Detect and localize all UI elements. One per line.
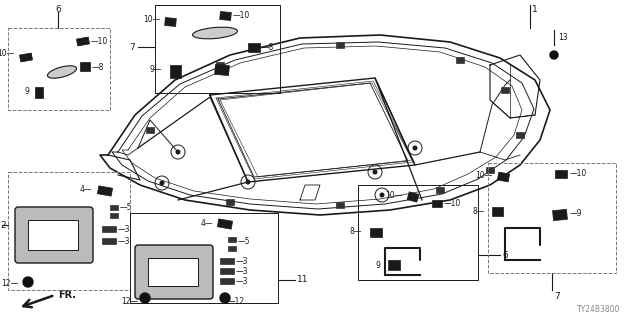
Text: —3: —3 (118, 236, 131, 245)
Bar (164, 18, 177, 27)
Text: 9—: 9— (150, 66, 162, 75)
Bar (19, 53, 33, 62)
Text: —9: —9 (570, 210, 582, 219)
Bar (146, 127, 154, 133)
Bar (552, 209, 568, 220)
Circle shape (380, 193, 385, 197)
Text: 13: 13 (558, 34, 568, 43)
Text: 7: 7 (554, 292, 560, 301)
Circle shape (175, 149, 180, 155)
Bar (220, 278, 234, 284)
Text: 9: 9 (375, 260, 380, 269)
Bar (80, 62, 90, 71)
Bar (488, 163, 616, 273)
Bar (214, 64, 229, 76)
Text: —8: —8 (262, 44, 275, 52)
Text: 4—: 4— (79, 186, 92, 195)
Bar (110, 213, 118, 218)
Bar (155, 5, 280, 93)
Bar (370, 228, 382, 237)
Text: 4—: 4— (200, 219, 213, 228)
Bar (388, 260, 400, 270)
Bar (130, 213, 278, 303)
FancyBboxPatch shape (135, 245, 213, 299)
Text: —5: —5 (238, 236, 250, 245)
Text: 11: 11 (297, 276, 308, 284)
Text: TY24B3800: TY24B3800 (577, 305, 620, 314)
Bar (102, 238, 116, 244)
Circle shape (550, 51, 558, 59)
Text: 1: 1 (532, 5, 538, 14)
Bar (501, 87, 509, 93)
Bar (248, 43, 260, 52)
Text: —3: —3 (118, 225, 131, 234)
Text: —12: —12 (228, 297, 245, 306)
Text: 10—: 10— (475, 172, 492, 180)
Bar (220, 268, 234, 274)
Bar (226, 199, 234, 205)
Circle shape (246, 180, 250, 185)
Bar (497, 172, 509, 182)
Bar (358, 185, 478, 280)
Bar (516, 132, 524, 138)
Ellipse shape (193, 27, 237, 39)
Text: —3: —3 (236, 257, 248, 266)
Bar (228, 237, 236, 242)
Text: 6: 6 (55, 4, 61, 13)
FancyBboxPatch shape (15, 207, 93, 263)
Bar (336, 202, 344, 208)
Bar (456, 57, 464, 63)
Text: 8—: 8— (349, 228, 362, 236)
Text: —8: —8 (92, 62, 104, 71)
Bar (110, 205, 118, 210)
Bar (492, 207, 503, 216)
Text: —10: —10 (91, 37, 108, 46)
Text: —3: —3 (236, 276, 248, 285)
Text: —3: —3 (236, 268, 248, 276)
Text: —5: —5 (120, 204, 132, 212)
Text: FR.: FR. (58, 290, 76, 300)
Bar (228, 246, 236, 251)
Bar (148, 258, 198, 286)
Text: 7: 7 (129, 43, 135, 52)
Text: —10: —10 (570, 170, 588, 179)
Bar (8, 172, 130, 290)
Text: 6: 6 (502, 251, 508, 260)
Circle shape (159, 180, 164, 186)
Bar (432, 200, 442, 207)
Circle shape (413, 146, 417, 150)
Circle shape (220, 293, 230, 303)
Text: —10: —10 (233, 11, 250, 20)
Bar (35, 87, 43, 98)
Circle shape (372, 170, 378, 174)
Bar (220, 258, 234, 264)
Bar (102, 226, 116, 232)
Bar (8, 28, 110, 110)
Bar (216, 62, 224, 68)
Text: 12—: 12— (1, 279, 18, 289)
Circle shape (23, 277, 33, 287)
Text: 10—: 10— (385, 191, 402, 201)
Text: —10: —10 (444, 198, 461, 207)
Ellipse shape (47, 66, 77, 78)
Text: 2: 2 (0, 220, 6, 229)
Text: 8—: 8— (472, 206, 485, 215)
Bar (336, 42, 344, 48)
Bar (436, 187, 444, 193)
Bar (77, 37, 90, 46)
Bar (28, 220, 78, 250)
Bar (97, 186, 113, 196)
Bar (170, 65, 181, 78)
Bar (486, 167, 494, 173)
Text: 9: 9 (24, 87, 29, 97)
Bar (555, 170, 567, 178)
Bar (220, 12, 231, 20)
Circle shape (140, 293, 150, 303)
Text: 12—: 12— (121, 297, 138, 306)
Bar (407, 192, 419, 202)
Text: 10—: 10— (0, 50, 14, 59)
Bar (218, 219, 232, 229)
Text: 10—: 10— (143, 15, 160, 25)
